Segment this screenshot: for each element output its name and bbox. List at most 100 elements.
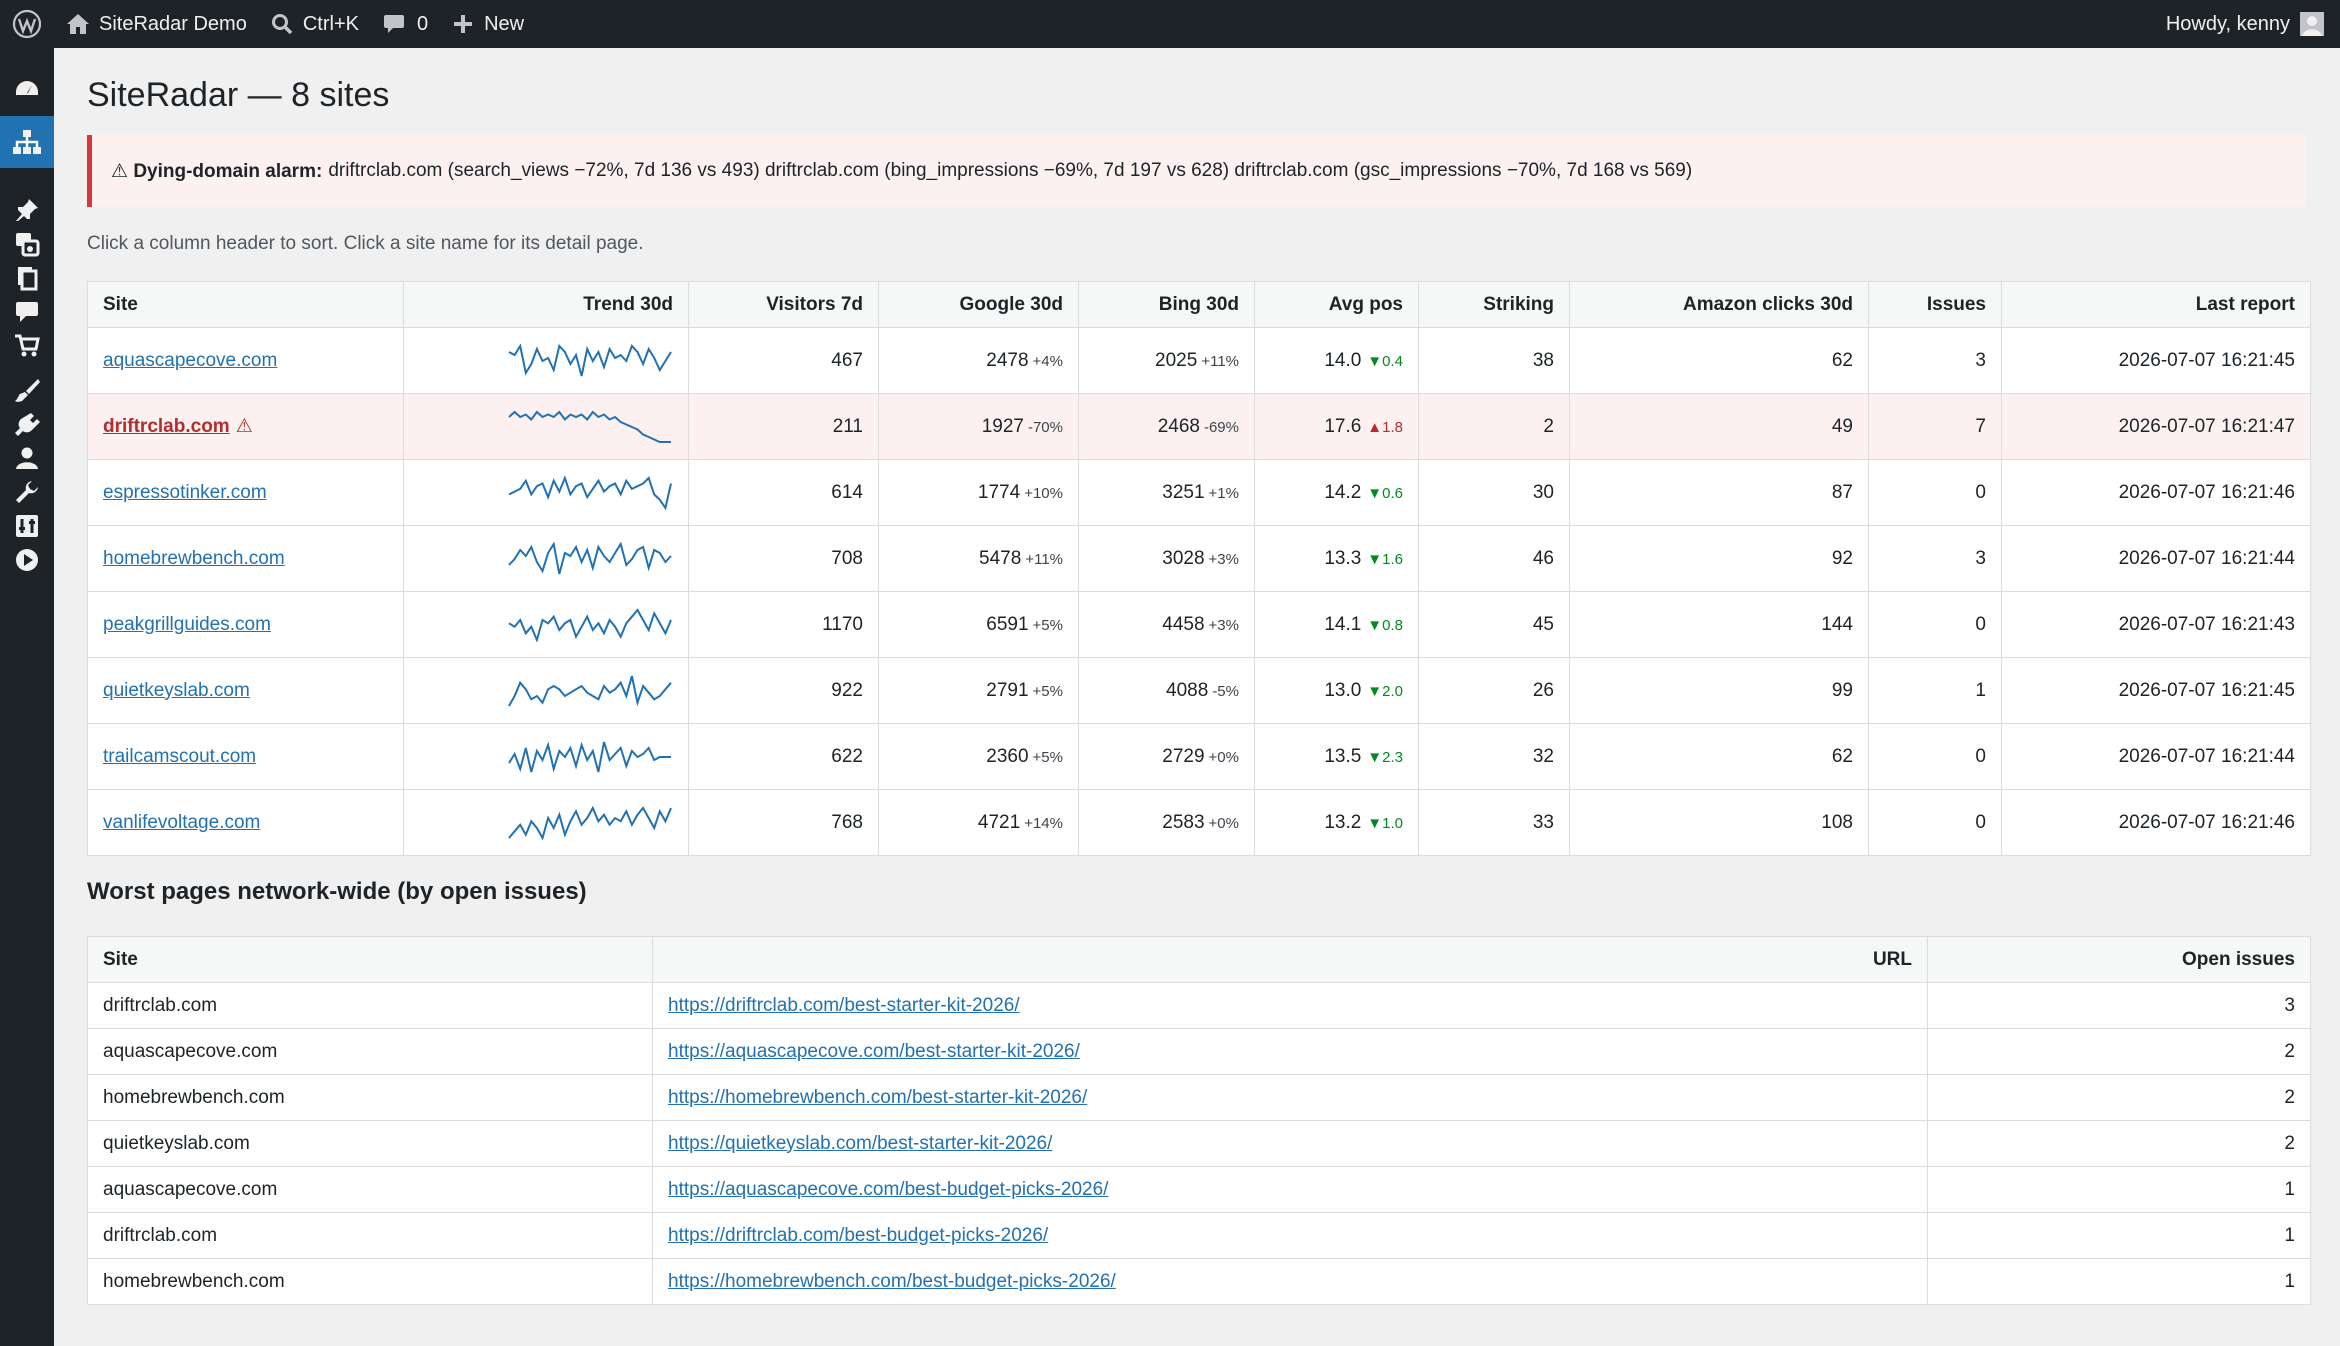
bing-cell: 3028 +3% — [1078, 525, 1255, 592]
avg-pos-change: ▲1.8 — [1367, 418, 1403, 436]
avatar — [2300, 12, 2324, 36]
sidebar-item-posts[interactable] — [0, 188, 54, 232]
site-link[interactable]: peakgrillguides.com — [103, 613, 271, 635]
open-issues-cell: 1 — [1927, 1166, 2311, 1213]
trend-line — [508, 805, 672, 840]
site-row: aquascapecove.com 467 2478 +4% 2025 +11% 14.0 ▼… — [87, 327, 2311, 394]
sidebar-item-users[interactable] — [0, 436, 54, 480]
google-cell: 2478 +4% — [878, 327, 1079, 394]
page-url-cell: https://aquascapecove.com/best-budget-pi… — [652, 1166, 1928, 1213]
page-url-cell: https://homebrewbench.com/best-starter-k… — [652, 1074, 1928, 1121]
trend-cell — [403, 591, 689, 658]
column-header-amazon-clicks-30d[interactable]: Amazon clicks 30d — [1569, 281, 1869, 328]
comments-menu[interactable]: 0 — [371, 0, 440, 48]
media-icon — [16, 233, 40, 257]
avg-pos-value: 13.5 — [1324, 745, 1362, 767]
sidebar-item-woocommerce[interactable] — [0, 324, 54, 368]
sort-hint: Click a column header to sort. Click a s… — [87, 233, 644, 254]
striking-cell: 45 — [1418, 591, 1570, 658]
column-header-avg-pos[interactable]: Avg pos — [1254, 281, 1419, 328]
avg-pos-change: ▼0.8 — [1367, 616, 1403, 634]
site-link[interactable]: driftrclab.com — [103, 416, 230, 437]
site-cell: vanlifevoltage.com — [87, 789, 404, 856]
pin-icon — [16, 199, 38, 221]
google-cell: 2360 +5% — [878, 723, 1079, 790]
site-link[interactable]: espressotinker.com — [103, 481, 267, 503]
page-url-link[interactable]: https://homebrewbench.com/best-starter-k… — [668, 1086, 1088, 1108]
page-row: homebrewbench.com https://homebrewbench.c… — [87, 1074, 2311, 1121]
sidebar-item-pages[interactable] — [0, 256, 54, 300]
page-row: driftrclab.com https://driftrclab.com/bes… — [87, 1212, 2311, 1259]
column-header-open-issues: Open issues — [1927, 936, 2311, 983]
page-url-link[interactable]: https://quietkeyslab.com/best-starter-ki… — [668, 1132, 1053, 1154]
alarm-label: Dying-domain alarm: — [133, 160, 323, 182]
avg-pos-change: ▼0.6 — [1367, 484, 1403, 502]
trend-line — [508, 343, 672, 376]
column-header-bing-30d[interactable]: Bing 30d — [1078, 281, 1255, 328]
trend-sparkline — [508, 410, 671, 443]
page-url-link[interactable]: https://aquascapecove.com/best-budget-pi… — [668, 1178, 1109, 1200]
bing-cell: 2025 +11% — [1078, 327, 1255, 394]
amazon-clicks-cell: 87 — [1569, 459, 1869, 526]
trend-sparkline — [508, 607, 672, 642]
sidebar-item-comments[interactable] — [0, 290, 54, 334]
trend-sparkline — [508, 475, 672, 510]
page-url-cell: https://aquascapecove.com/best-starter-k… — [652, 1028, 1928, 1075]
sidebar-item-settings[interactable] — [0, 504, 54, 548]
bing-cell: 4088 -5% — [1078, 657, 1255, 724]
sidebar-item-media-player[interactable] — [0, 538, 54, 582]
site-cell: peakgrillguides.com — [87, 591, 404, 658]
column-header-striking[interactable]: Striking — [1418, 281, 1570, 328]
sidebar-item-dashboard[interactable] — [0, 68, 54, 112]
avg-pos-change: ▼2.3 — [1367, 748, 1403, 766]
site-row: quietkeyslab.com 922 2791 +5% 4088 -5% 13.0 ▼2.… — [87, 657, 2311, 724]
site-cell: trailcamscout.com — [87, 723, 404, 790]
site-name-menu[interactable]: SiteRadar Demo — [53, 0, 259, 48]
avg-pos-cell: 13.5 ▼2.3 — [1254, 723, 1419, 790]
google-cell-value: 2360 — [986, 745, 1029, 767]
bing-cell-delta: +11% — [1201, 352, 1239, 370]
wordpress-logo-icon[interactable] — [0, 0, 53, 48]
site-row: peakgrillguides.com 1170 6591 +5% 4458 +3% 14.… — [87, 591, 2311, 658]
column-header-visitors-7d[interactable]: Visitors 7d — [688, 281, 879, 328]
column-header-last-report[interactable]: Last report — [2001, 281, 2311, 328]
avg-pos-value: 17.6 — [1324, 415, 1362, 437]
google-cell-value: 1774 — [977, 481, 1021, 503]
site-link[interactable]: vanlifevoltage.com — [103, 811, 261, 833]
sidebar-item-tools[interactable] — [0, 470, 54, 514]
sidebar-item-siteradar[interactable] — [0, 116, 54, 168]
last-report-cell: 2026-07-07 16:21:43 — [2001, 591, 2311, 658]
column-header-site[interactable]: Site — [87, 281, 404, 328]
wrench-icon — [16, 481, 38, 503]
sidebar-item-appearance[interactable] — [0, 368, 54, 412]
visitors-cell: 922 — [688, 657, 879, 724]
page-url-cell: https://quietkeyslab.com/best-starter-ki… — [652, 1120, 1928, 1167]
worst-pages-heading: Worst pages network-wide (by open issues… — [87, 878, 587, 905]
account-menu[interactable]: Howdy, kenny — [2154, 0, 2340, 48]
site-link[interactable]: aquascapecove.com — [103, 349, 278, 371]
trend-sparkline — [508, 343, 672, 376]
column-header-google-30d[interactable]: Google 30d — [878, 281, 1079, 328]
sidebar-item-plugins[interactable] — [0, 402, 54, 446]
new-content-menu[interactable]: New — [440, 0, 536, 48]
bing-cell-value: 2583 — [1162, 811, 1205, 833]
page-url-link[interactable]: https://aquascapecove.com/best-starter-k… — [668, 1040, 1080, 1062]
site-link[interactable]: trailcamscout.com — [103, 745, 257, 767]
comments-count: 0 — [416, 12, 429, 35]
page-url-link[interactable]: https://homebrewbench.com/best-budget-pi… — [668, 1270, 1116, 1292]
sidebar-item-media[interactable] — [0, 222, 54, 266]
avg-pos-change: ▼1.0 — [1367, 814, 1403, 832]
google-cell: 2791 +5% — [878, 657, 1079, 724]
google-cell: 5478 +11% — [878, 525, 1079, 592]
home-icon — [67, 14, 89, 34]
comments-icon — [16, 302, 38, 322]
site-link[interactable]: homebrewbench.com — [103, 547, 285, 569]
page-url-link[interactable]: https://driftrclab.com/best-budget-picks… — [668, 1224, 1049, 1246]
page-url-link[interactable]: https://driftrclab.com/best-starter-kit-… — [668, 994, 1020, 1016]
visitors-cell: 622 — [688, 723, 879, 790]
column-header-issues[interactable]: Issues — [1868, 281, 2002, 328]
page-site-cell: aquascapecove.com — [87, 1028, 653, 1075]
command-search[interactable]: Ctrl+K — [259, 0, 371, 48]
site-link[interactable]: quietkeyslab.com — [103, 679, 250, 701]
column-header-trend-30d[interactable]: Trend 30d — [403, 281, 689, 328]
